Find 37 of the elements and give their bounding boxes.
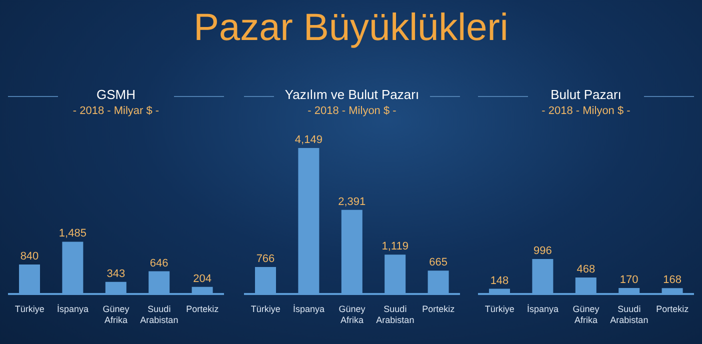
x-tick-label: İspanya xyxy=(293,304,325,314)
data-label: 1,119 xyxy=(382,240,408,253)
x-tick-label: Türkiye xyxy=(484,304,514,314)
chart-title: Yazılım ve Bulut Pazarı xyxy=(284,86,420,104)
data-label: 646 xyxy=(150,257,168,270)
data-label: 168 xyxy=(663,274,682,286)
data-label: 170 xyxy=(620,274,638,286)
data-label: 766 xyxy=(256,253,275,266)
chart-title: Bulut Pazarı xyxy=(550,86,622,104)
x-tick-label: İspanya xyxy=(527,304,559,314)
data-label: 2,391 xyxy=(338,196,366,208)
x-tick-label: İspanya xyxy=(57,304,89,314)
x-tick-label: Portekiz xyxy=(656,304,690,314)
data-label: 468 xyxy=(576,264,596,276)
data-label: 1,485 xyxy=(58,228,86,240)
x-tick-label: Güney Afrika xyxy=(338,304,366,325)
x-tick-label: Portekiz xyxy=(186,304,220,314)
x-tick-label: Türkiye xyxy=(14,304,44,314)
data-label: 665 xyxy=(429,256,448,269)
x-tick-label: Portekiz xyxy=(422,304,456,314)
data-label: 840 xyxy=(20,250,39,262)
data-label: 204 xyxy=(193,272,212,285)
x-tick-label: Güney Afrika xyxy=(572,304,600,325)
data-label: 343 xyxy=(106,268,126,280)
chart-subtitle: - 2018 - Milyon $ - xyxy=(540,104,632,118)
data-label: 996 xyxy=(534,244,552,257)
data-label: 4,149 xyxy=(294,134,322,146)
x-tick-label: Suudi Arabistan xyxy=(376,304,414,325)
text: Pazar Büyüklükleri xyxy=(192,6,510,51)
x-tick-label: Suudi Arabistan xyxy=(610,304,648,325)
data-label: 148 xyxy=(490,274,509,287)
x-tick-label: Suudi Arabistan xyxy=(140,304,178,325)
chart-subtitle: - 2018 - Milyar $ - xyxy=(72,104,160,118)
x-tick-label: Güney Afrika xyxy=(102,304,130,325)
x-tick-label: Türkiye xyxy=(250,304,280,314)
chart-subtitle: - 2018 - Milyon $ - xyxy=(306,104,398,118)
chart-title: GSMH xyxy=(96,86,136,104)
